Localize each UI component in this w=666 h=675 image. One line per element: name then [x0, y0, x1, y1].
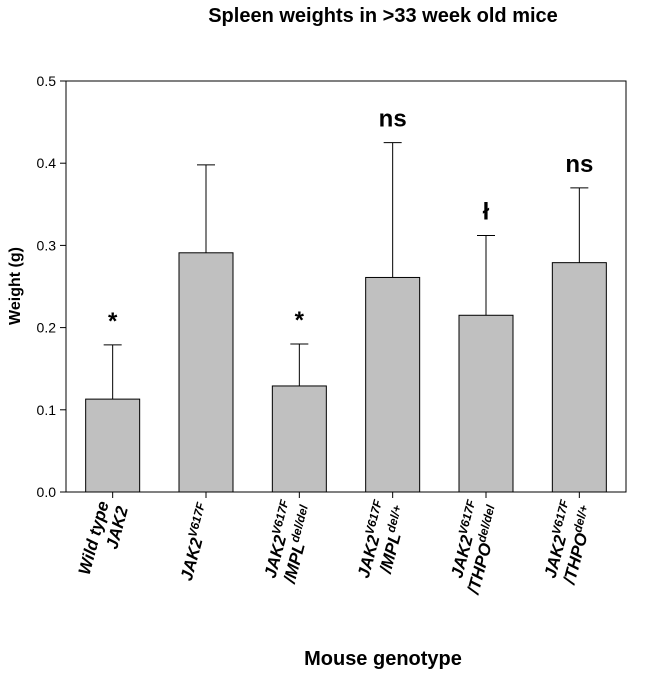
- plot-area: 0.00.10.20.30.40.5*Wild typeJAK2JAK2V617…: [37, 73, 627, 597]
- y-tick-label: 0.3: [37, 237, 57, 253]
- chart-title: Spleen weights in >33 week old mice: [208, 5, 558, 27]
- category-label-part: V617F: [549, 498, 572, 536]
- category-label: JAK2V617F/MPLdel/+: [351, 498, 412, 586]
- category-label-part: del/del: [474, 503, 498, 544]
- category-label: JAK2V617F: [174, 500, 216, 582]
- y-tick-label: 0.1: [37, 402, 57, 418]
- bar: [271, 385, 327, 493]
- y-tick-label: 0.5: [37, 73, 57, 89]
- significance-annotation: ns: [565, 151, 593, 178]
- y-tick-label: 0.0: [37, 484, 57, 500]
- bar: [365, 276, 421, 493]
- x-axis-title: Mouse genotype: [304, 648, 462, 670]
- category-label-part: JAK2: [177, 535, 207, 582]
- significance-annotation: *: [108, 308, 118, 335]
- category-label-part: del/+: [384, 503, 405, 533]
- y-axis-title: Weight (g): [7, 247, 24, 325]
- significance-annotation: ns: [379, 106, 407, 133]
- category-label-part: V617F: [269, 498, 292, 536]
- category-label-part: V617F: [185, 500, 208, 538]
- y-tick-label: 0.4: [37, 155, 57, 171]
- category-label: JAK2V617F/MPLdel/del: [257, 498, 318, 586]
- significance-annotation: *: [295, 307, 305, 334]
- bar: [551, 262, 607, 493]
- significance-annotation: ł: [483, 199, 490, 226]
- category-label: Wild typeJAK2: [75, 499, 132, 582]
- category-label-part: del/+: [570, 503, 591, 533]
- bar: [458, 314, 514, 493]
- bar: [178, 252, 234, 493]
- category-label: JAK2V617F/THPOdel/+: [537, 498, 599, 587]
- bar: [85, 398, 141, 493]
- category-label-part: V617F: [362, 498, 385, 536]
- category-label-part: del/del: [288, 503, 312, 544]
- category-label-part: V617F: [456, 498, 479, 536]
- category-label: JAK2V617F/THPOdel/del: [441, 498, 505, 597]
- plot-frame: [65, 80, 627, 493]
- y-tick-label: 0.2: [37, 320, 57, 336]
